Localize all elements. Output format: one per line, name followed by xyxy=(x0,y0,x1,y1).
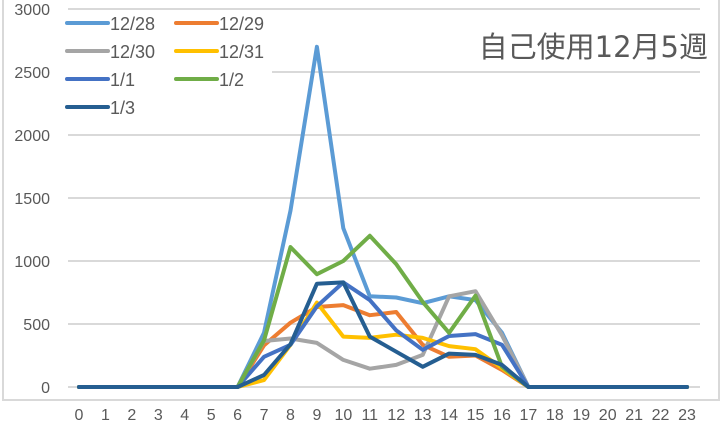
chart-title: 自己使用12月5週 xyxy=(476,24,710,66)
x-tick-label: 5 xyxy=(207,407,216,424)
x-tick-label: 14 xyxy=(440,407,458,424)
legend-label: 1/3 xyxy=(110,98,135,118)
legend-label: 12/28 xyxy=(110,14,155,34)
x-tick-label: 6 xyxy=(233,407,242,424)
legend-item: 12/29 xyxy=(174,14,264,34)
y-axis-labels: 0 500 1000 1500 2000 2500 3000 xyxy=(14,2,50,397)
y-tick-label: 0 xyxy=(41,380,50,397)
x-tick-label: 10 xyxy=(334,407,352,424)
legend-label: 1/1 xyxy=(110,70,135,90)
x-tick-label: 12 xyxy=(387,407,405,424)
x-tick-label: 15 xyxy=(467,407,485,424)
legend-background xyxy=(62,10,272,120)
x-tick-label: 19 xyxy=(572,407,590,424)
y-tick-label: 3000 xyxy=(14,2,50,19)
x-tick-label: 8 xyxy=(286,407,295,424)
x-tick-label: 23 xyxy=(678,407,696,424)
y-tick-label: 1000 xyxy=(14,254,50,271)
y-tick-label: 2500 xyxy=(14,65,50,82)
x-tick-label: 13 xyxy=(414,407,432,424)
x-tick-label: 16 xyxy=(493,407,511,424)
x-axis-labels: 0 1 2 3 4 5 6 7 8 9 10 11 12 13 14 15 16 17 18 19 20 21 22 23 xyxy=(75,407,696,424)
legend-label: 1/2 xyxy=(219,70,244,90)
series-lines xyxy=(77,44,689,389)
x-tick-label: 21 xyxy=(625,407,643,424)
x-tick-label: 22 xyxy=(652,407,670,424)
y-tick-label: 2000 xyxy=(14,128,50,145)
x-tick-label: 3 xyxy=(154,407,163,424)
x-tick-label: 7 xyxy=(260,407,269,424)
x-tick-label: 9 xyxy=(312,407,321,424)
legend-label: 12/30 xyxy=(110,42,155,62)
legend-label: 12/29 xyxy=(219,14,264,34)
legend-item: 1/1 xyxy=(65,70,135,90)
legend-item: 1/3 xyxy=(65,98,135,118)
series-line-1-3 xyxy=(77,280,689,389)
legend: 12/28 12/29 12/30 12/31 1/1 1/2 1/3 xyxy=(62,10,272,120)
legend-item: 1/2 xyxy=(174,70,244,90)
legend-label: 12/31 xyxy=(219,42,264,62)
y-tick-label: 500 xyxy=(23,317,50,334)
x-tick-label: 17 xyxy=(519,407,537,424)
x-tick-label: 0 xyxy=(75,407,84,424)
x-tick-label: 18 xyxy=(546,407,564,424)
x-tick-label: 11 xyxy=(361,407,378,424)
y-tick-label: 1500 xyxy=(14,191,50,208)
x-tick-label: 2 xyxy=(127,407,136,424)
x-tick-label: 20 xyxy=(599,407,617,424)
legend-item: 12/31 xyxy=(174,42,264,62)
x-tick-label: 1 xyxy=(101,407,110,424)
legend-item: 12/28 xyxy=(65,14,155,34)
x-tick-label: 4 xyxy=(180,407,189,424)
legend-item: 12/30 xyxy=(65,42,155,62)
